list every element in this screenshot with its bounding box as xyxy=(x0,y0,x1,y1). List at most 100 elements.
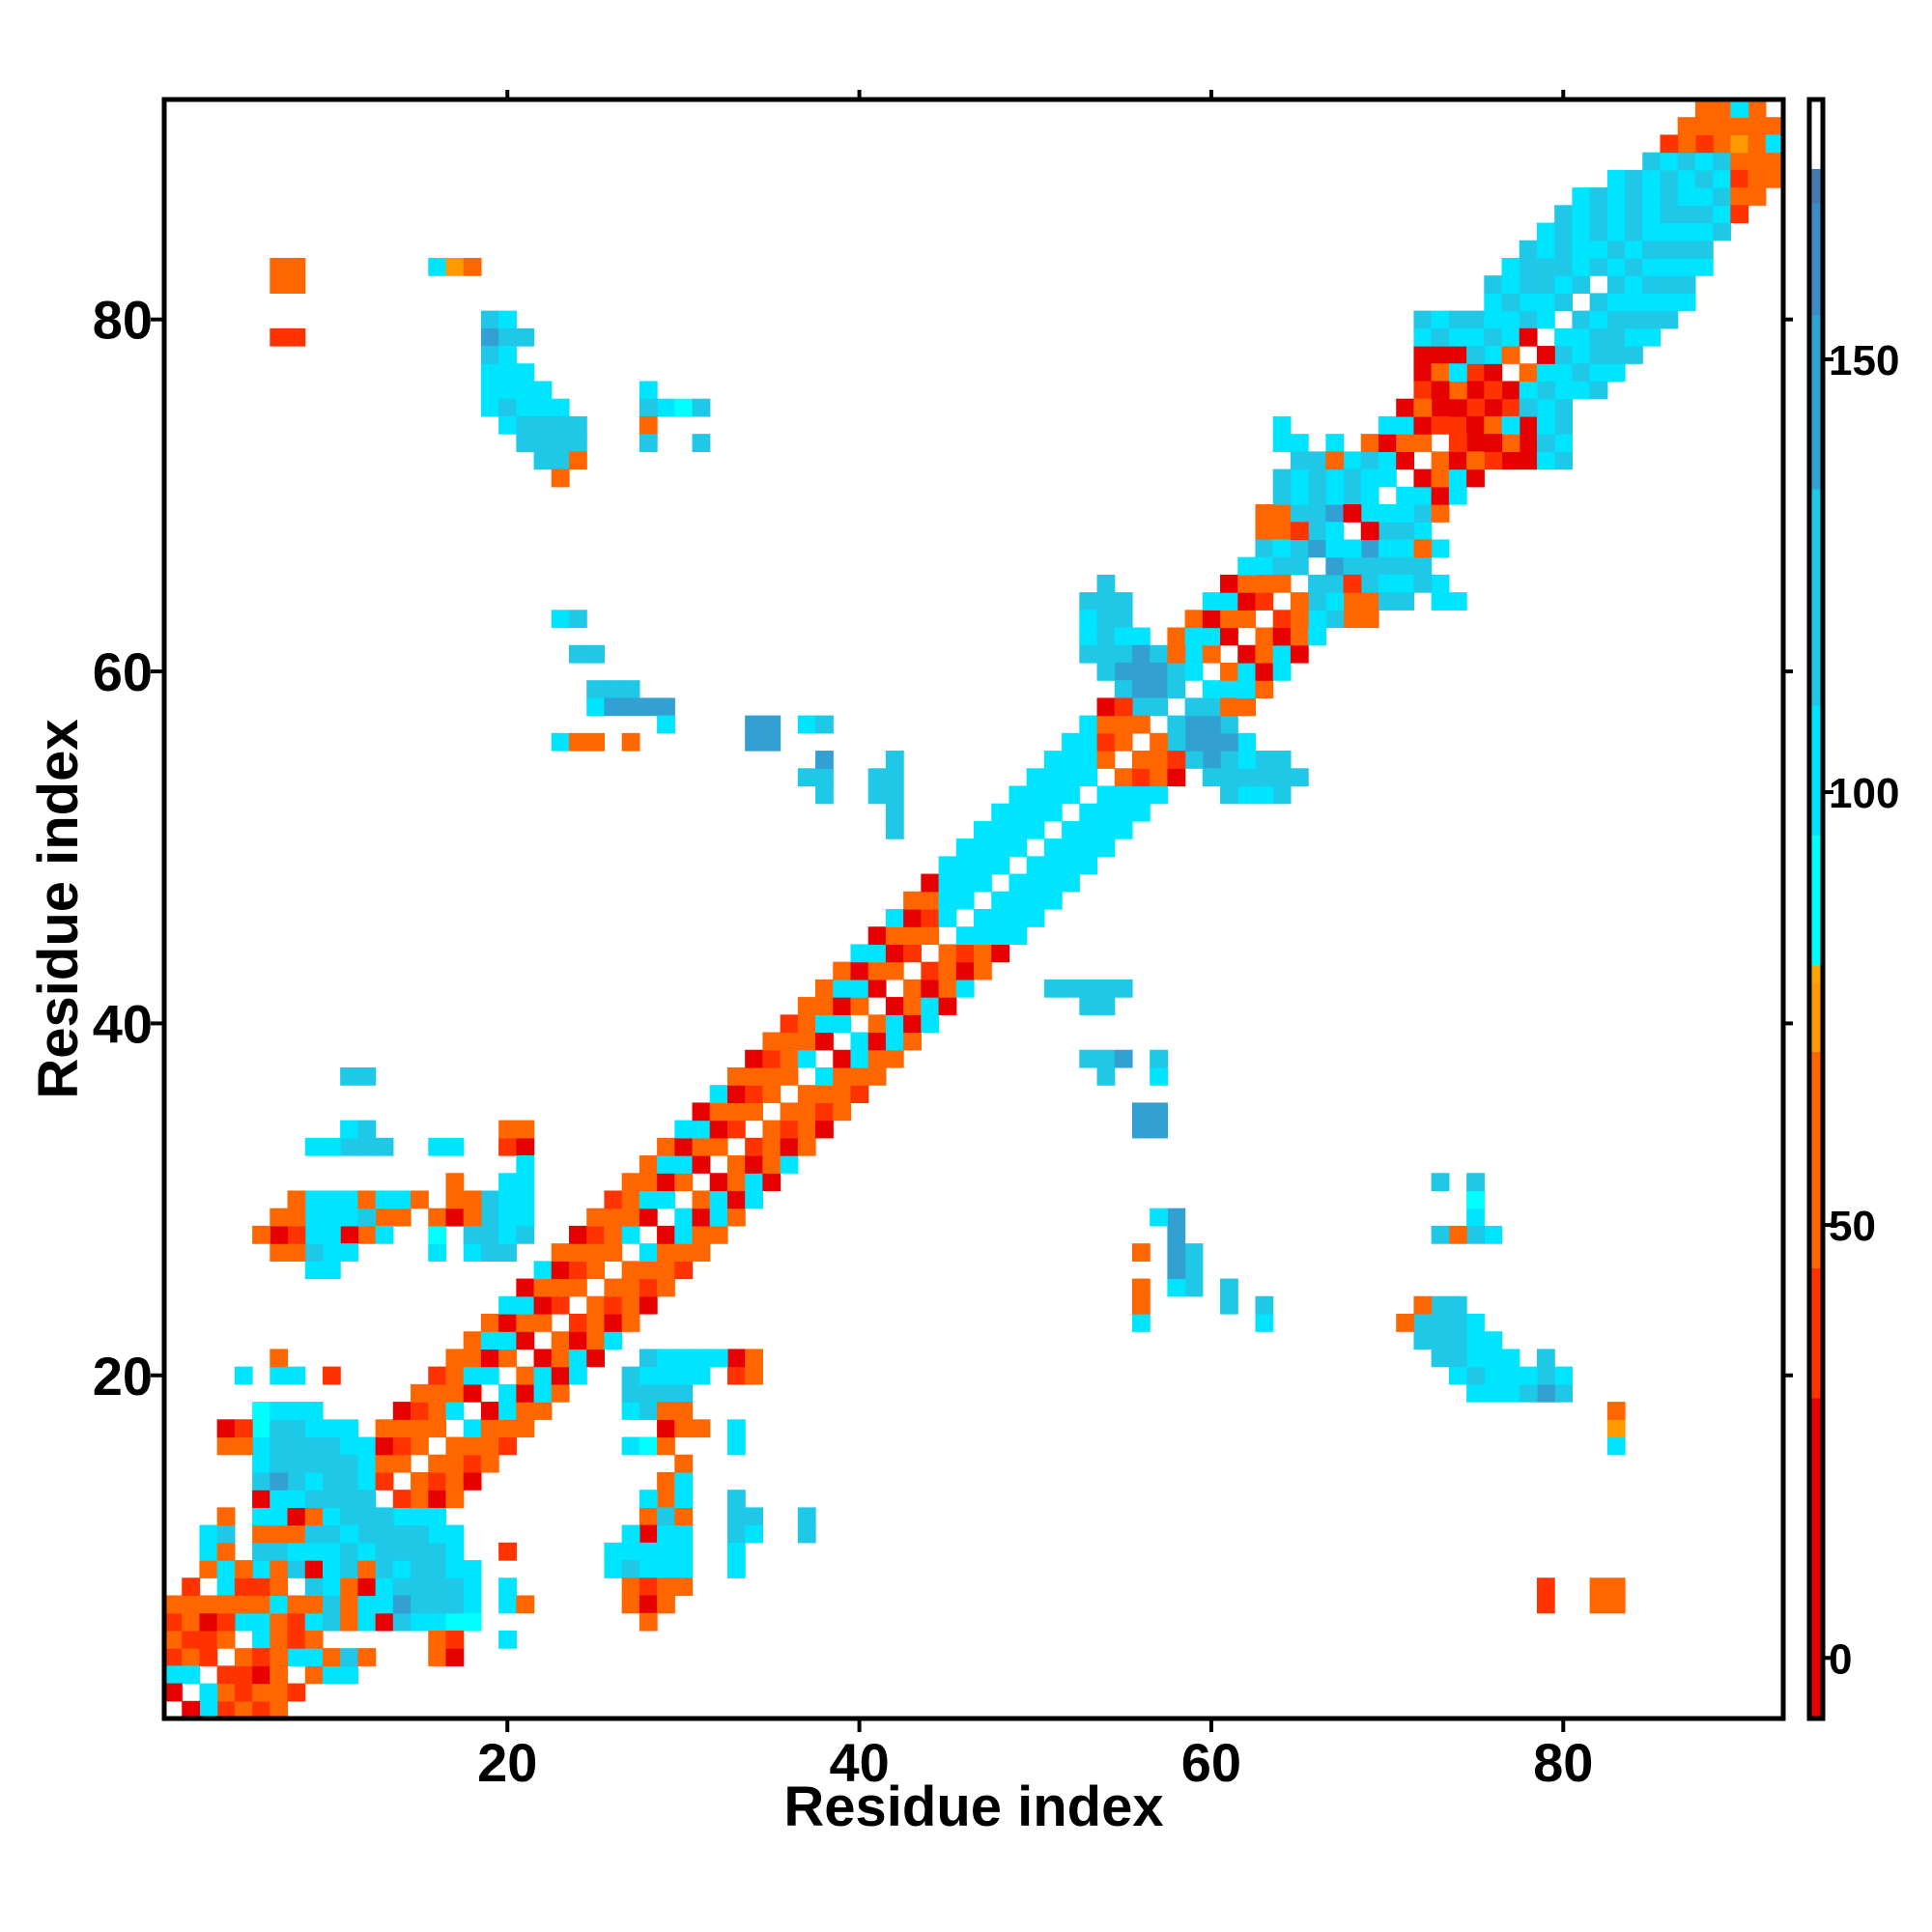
heatmap-cell xyxy=(1694,169,1714,188)
heatmap-cell xyxy=(1448,381,1467,400)
heatmap-cell xyxy=(1255,751,1274,769)
heatmap-cell xyxy=(1043,751,1063,769)
heatmap-cell xyxy=(1625,222,1643,242)
heatmap-cell xyxy=(322,1665,341,1685)
heatmap-cell xyxy=(692,1190,711,1209)
heatmap-cell xyxy=(1360,469,1379,488)
heatmap-cell xyxy=(1009,926,1028,946)
heatmap-cell xyxy=(1131,662,1151,681)
heatmap-cell xyxy=(1026,803,1045,822)
heatmap-cell xyxy=(1554,434,1573,452)
heatmap-cell xyxy=(304,1208,324,1227)
plot-frame xyxy=(161,97,1786,1721)
heatmap-cell xyxy=(516,1173,535,1192)
heatmap-cell xyxy=(182,1595,201,1614)
heatmap-cell xyxy=(1308,486,1326,505)
heatmap-cell xyxy=(340,1066,358,1086)
heatmap-cell xyxy=(340,1208,358,1227)
heatmap-cell xyxy=(1131,715,1151,734)
heatmap-cell xyxy=(921,909,940,927)
heatmap-cell xyxy=(1660,187,1679,206)
heatmap-cell xyxy=(428,1225,447,1244)
heatmap-cell xyxy=(445,1542,465,1561)
heatmap-cell xyxy=(304,1665,324,1685)
heatmap-cell xyxy=(270,257,289,276)
heatmap-cell xyxy=(1501,434,1520,452)
heatmap-cell xyxy=(833,1066,852,1086)
heatmap-cell xyxy=(1272,785,1292,805)
heatmap-cell xyxy=(1536,257,1555,276)
heatmap-cell xyxy=(639,1295,658,1315)
heatmap-cell xyxy=(1079,856,1098,875)
heatmap-cell xyxy=(1466,1225,1485,1244)
heatmap-cell xyxy=(1272,486,1292,505)
heatmap-cell xyxy=(1625,187,1643,206)
heatmap-cell xyxy=(1747,152,1767,171)
heatmap-cell xyxy=(516,1295,535,1315)
heatmap-cell xyxy=(639,1577,658,1597)
heatmap-cell xyxy=(885,803,904,822)
heatmap-cell xyxy=(780,1155,799,1174)
heatmap-cell xyxy=(1572,327,1591,347)
heatmap-cell xyxy=(498,1349,517,1368)
heatmap-cell xyxy=(304,1490,324,1508)
heatmap-cell xyxy=(252,1507,270,1526)
heatmap-cell xyxy=(797,1507,816,1526)
heatmap-cell xyxy=(1237,592,1257,611)
heatmap-cell xyxy=(1484,275,1503,294)
heatmap-cell xyxy=(1062,751,1080,769)
heatmap-cell xyxy=(604,1225,623,1244)
heatmap-cell xyxy=(1625,346,1643,364)
heatmap-cell xyxy=(1431,363,1450,383)
colorbar-tick-label: 150 xyxy=(1829,337,1899,384)
heatmap-cell xyxy=(1184,1261,1204,1280)
heatmap-cell xyxy=(1167,644,1186,664)
heatmap-cell xyxy=(726,1208,746,1227)
heatmap-cell xyxy=(1606,363,1626,383)
heatmap-cell xyxy=(1413,363,1433,383)
heatmap-cell xyxy=(1272,751,1292,769)
heatmap-cell xyxy=(533,398,553,417)
heatmap-cell xyxy=(657,715,675,734)
heatmap-cell xyxy=(621,1383,640,1403)
heatmap-cell xyxy=(1536,363,1555,383)
heatmap-cell xyxy=(270,1507,289,1526)
heatmap-cell xyxy=(1536,1366,1555,1385)
heatmap-cell xyxy=(674,1173,694,1192)
heatmap-cell xyxy=(674,1366,694,1385)
heatmap-cell xyxy=(1572,187,1591,206)
heatmap-cell xyxy=(498,1314,517,1332)
heatmap-cell xyxy=(621,1314,640,1332)
heatmap-cell xyxy=(1730,99,1749,118)
heatmap-cell xyxy=(216,1542,236,1561)
heatmap-cell xyxy=(1747,169,1767,188)
heatmap-cell xyxy=(533,434,553,452)
heatmap-cell xyxy=(745,1349,763,1368)
heatmap-cell xyxy=(1589,327,1608,347)
heatmap-cell xyxy=(1150,732,1168,752)
heatmap-cell xyxy=(621,1595,640,1614)
heatmap-cell xyxy=(586,697,606,717)
heatmap-cell xyxy=(621,1436,640,1456)
heatmap-cell xyxy=(1572,222,1591,242)
heatmap-cell xyxy=(885,944,904,963)
heatmap-cell xyxy=(1519,327,1538,347)
heatmap-cell xyxy=(1131,644,1151,664)
heatmap-cell xyxy=(639,1490,658,1508)
heatmap-cell xyxy=(762,715,781,734)
heatmap-cell xyxy=(745,1366,763,1385)
heatmap-cell xyxy=(955,873,975,893)
heatmap-cell xyxy=(199,1560,218,1578)
heatmap-cell xyxy=(1466,1190,1485,1209)
heatmap-cell xyxy=(1360,592,1379,611)
heatmap-cell xyxy=(287,1490,306,1508)
heatmap-cell xyxy=(1290,644,1309,664)
heatmap-cell xyxy=(357,1225,377,1244)
heatmap-cell xyxy=(1202,751,1221,769)
heatmap-cell xyxy=(1360,539,1379,558)
heatmap-cell xyxy=(903,1032,922,1051)
heatmap-cell xyxy=(639,1560,658,1578)
heatmap-cell xyxy=(1448,1366,1467,1385)
heatmap-cell xyxy=(270,275,289,294)
heatmap-cell xyxy=(234,1683,253,1702)
